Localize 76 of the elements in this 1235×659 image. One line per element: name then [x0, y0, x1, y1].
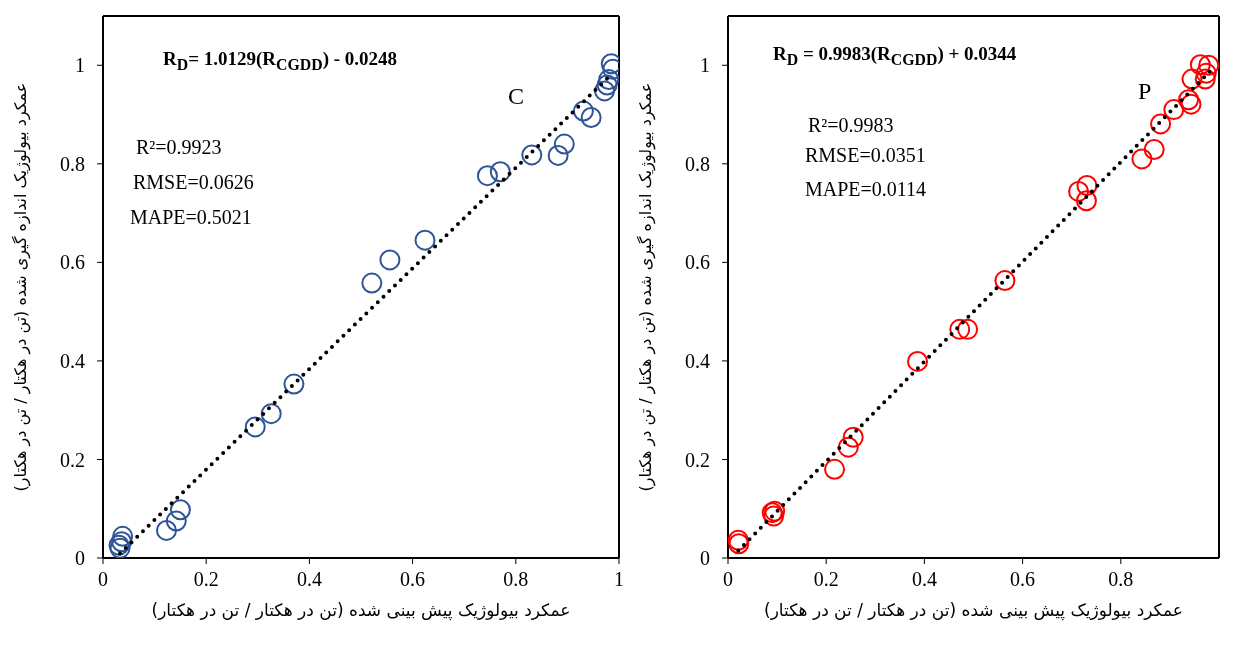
y-tick-label: 0.8: [60, 152, 85, 175]
annotation: MAPE=0.0114: [805, 178, 927, 201]
x-tick-label: 0.2: [193, 568, 219, 591]
y-tick-label: 1: [75, 54, 85, 77]
point: [489, 161, 511, 183]
point: [1143, 139, 1165, 161]
point: [169, 499, 191, 521]
x-tick-label: 0: [723, 568, 733, 591]
annotation: C: [508, 83, 525, 110]
point: [1150, 113, 1172, 135]
x-tick-label: 0.8: [503, 568, 529, 591]
point: [1163, 99, 1185, 121]
point: [598, 69, 619, 91]
y-tick-label: 0.2: [685, 448, 710, 471]
annotation: R²=0.9923: [136, 136, 222, 159]
point: [1198, 54, 1219, 76]
point: [244, 416, 266, 438]
annotation: R²=0.9983: [808, 114, 894, 137]
y-tick-label: 0.6: [60, 251, 85, 274]
point: [1068, 180, 1090, 202]
point: [165, 510, 187, 532]
point: [949, 318, 971, 340]
point: [260, 403, 282, 425]
annotation: MAPE=0.5021: [130, 206, 252, 229]
point: [594, 80, 616, 102]
point: [112, 525, 134, 547]
point: [957, 318, 979, 340]
point: [1195, 62, 1217, 84]
point: [596, 74, 618, 96]
y-tick-label: 0.2: [60, 448, 85, 471]
point: [842, 426, 864, 448]
annotation: R$_{D}$= 1.0129(R$_{CGDD}$) - 0.0248: [163, 48, 398, 74]
point: [521, 144, 543, 166]
x-axis-title: عمکرد بیولوژیک پیش بینی شده (تن در هکتار / تن در هکتار): [764, 600, 1183, 621]
x-tick-label: 0.6: [400, 568, 426, 591]
point: [907, 350, 929, 372]
point: [155, 519, 177, 541]
point: [414, 229, 436, 251]
point: [1075, 190, 1097, 212]
point: [824, 458, 846, 480]
y-tick-label: 1: [700, 54, 710, 77]
y-tick-label: 0.4: [60, 350, 85, 373]
y-axis-title: عمکرد بیولوژیک اندازه گیری شده (تن در هکتار / تن در هکتار): [635, 82, 656, 492]
point: [547, 144, 569, 166]
point: [1131, 148, 1153, 170]
point: [283, 373, 305, 395]
y-tick-label: 0.6: [685, 251, 710, 274]
y-tick-label: 0.4: [685, 350, 710, 373]
x-tick-label: 1: [614, 568, 624, 591]
annotation: R$_{D}$ = 0.9983(R$_{CGDD}$) + 0.0344: [773, 43, 1017, 69]
x-tick-label: 0.6: [1010, 568, 1036, 591]
x-tick-label: 0.8: [1108, 568, 1134, 591]
annotation: RMSE=0.0351: [805, 144, 926, 167]
point: [994, 270, 1016, 292]
point: [1076, 175, 1098, 196]
point: [553, 133, 575, 155]
point: [361, 272, 383, 294]
point: [572, 100, 594, 122]
x-tick-label: 0.4: [911, 568, 937, 591]
y-tick-label: 0: [700, 547, 710, 570]
point: [379, 249, 401, 271]
y-tick-label: 0.8: [685, 152, 710, 175]
x-tick-label: 0.4: [296, 568, 322, 591]
point: [1194, 68, 1216, 90]
x-axis-title: عمکرد بیولوژیک پیش بینی شده (تن در هکتار / تن در هکتار): [151, 600, 571, 621]
x-tick-label: 0.2: [813, 568, 839, 591]
point: [476, 165, 498, 187]
point: [1189, 54, 1211, 76]
annotation: P: [1138, 78, 1152, 105]
y-axis-title: عمکرد بیولوژیک اندازه گیری شده (تن در هکتار / تن در هکتار): [10, 82, 31, 492]
point: [1181, 68, 1203, 90]
point: [837, 436, 859, 458]
y-tick-label: 0: [75, 547, 85, 570]
x-tick-label: 0: [98, 568, 108, 591]
point: [580, 107, 602, 128]
annotation: RMSE=0.0626: [133, 171, 254, 194]
